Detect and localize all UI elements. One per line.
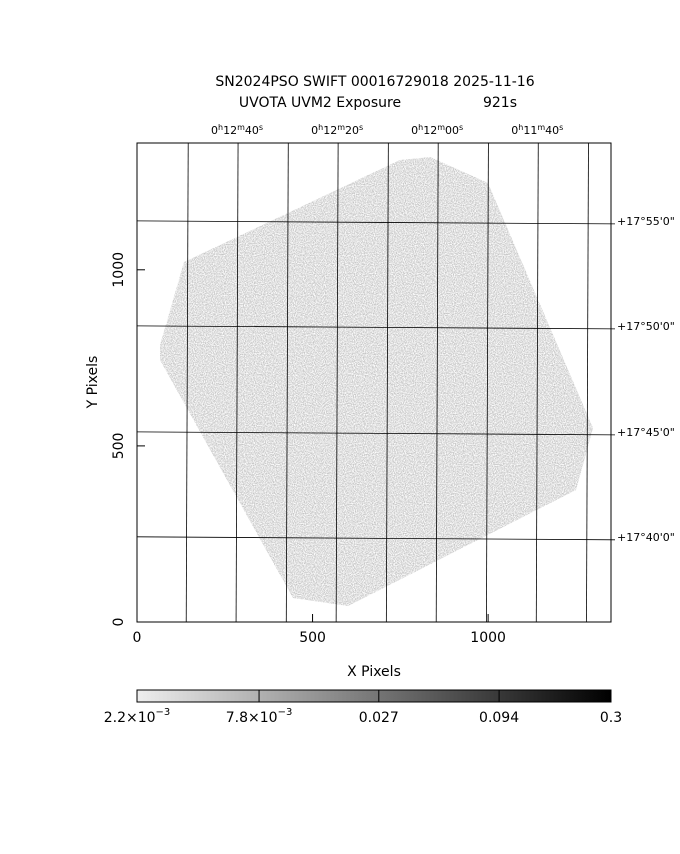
x-axis-label: X Pixels	[347, 664, 401, 680]
ra-tick-label: 0h11m40s	[511, 123, 563, 138]
ra-grid-line	[285, 142, 289, 623]
colorbar-tick-label: 0.094	[479, 710, 519, 726]
colorbar-tick-label: 2.2×10−3	[104, 707, 171, 726]
x-tick-label: 0	[133, 630, 142, 646]
dec-tick-label: +17°55'0"	[617, 215, 675, 228]
y-tick-label: 500	[111, 433, 127, 460]
colorbar-tick-label: 0.3	[600, 710, 622, 726]
ra-tick-label: 0h12m00s	[411, 123, 463, 138]
dec-grid-line	[136, 431, 616, 436]
ra-tick-label: 0h12m20s	[311, 123, 363, 138]
ra-grid-line	[335, 142, 339, 623]
colorbar-tick-label: 7.8×10−3	[226, 707, 293, 726]
dec-grid-line	[136, 325, 616, 330]
ra-grid-line	[235, 142, 239, 623]
x-tick-label: 1000	[470, 630, 506, 646]
y-tick-label: 0	[111, 618, 127, 627]
exposure-time: 921s	[483, 95, 517, 111]
chart-title: SN2024PSO SWIFT 00016729018 2025-11-16	[215, 74, 534, 90]
dec-grid-line	[136, 536, 616, 541]
y-axis-label: Y Pixels	[85, 356, 101, 410]
colorbar	[136, 689, 612, 703]
y-tick-label: 1000	[111, 252, 127, 288]
exposure-footprint	[160, 157, 593, 606]
dec-tick-label: +17°50'0"	[617, 320, 675, 333]
chart-subtitle: UVOTA UVM2 Exposure	[239, 95, 401, 111]
plot-frame	[136, 142, 612, 623]
ra-grid-line	[586, 142, 589, 623]
ra-tick-label: 0h12m40s	[211, 123, 263, 138]
dec-grid-line	[136, 220, 616, 225]
ra-grid-line	[535, 142, 539, 623]
colorbar-tick-label: 0.027	[359, 710, 399, 726]
ra-grid-line	[185, 142, 189, 623]
x-tick-label: 500	[299, 630, 326, 646]
dec-tick-label: +17°40'0"	[617, 531, 675, 544]
dec-tick-label: +17°45'0"	[617, 426, 675, 439]
